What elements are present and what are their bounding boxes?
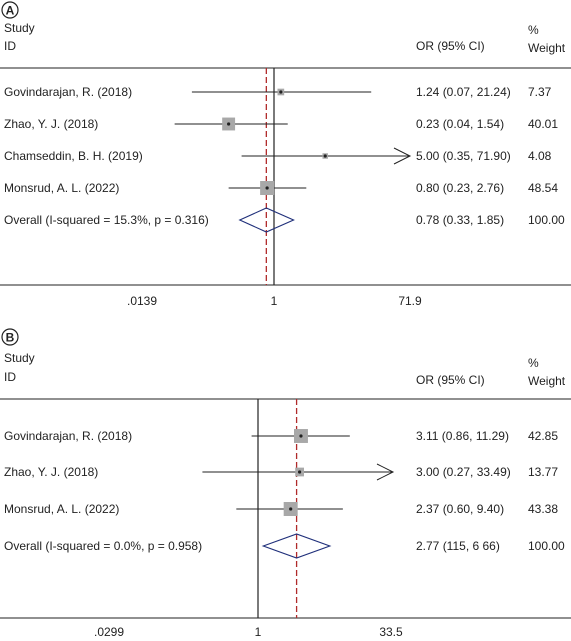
header-weight: Weight bbox=[528, 374, 566, 388]
overall-label: Overall (I-squared = 15.3%, p = 0.316) bbox=[4, 213, 209, 227]
x-tick-label: 1 bbox=[271, 294, 278, 308]
point-estimate bbox=[265, 186, 269, 190]
point-estimate bbox=[289, 507, 293, 511]
panel-label-circle bbox=[1, 328, 19, 346]
or-ci-value: 0.80 (0.23, 2.76) bbox=[416, 181, 504, 195]
x-tick-label: 1 bbox=[255, 625, 262, 639]
study-label: Monsrud, A. L. (2022) bbox=[4, 181, 119, 195]
or-ci-value: 5.00 (0.35, 71.90) bbox=[416, 149, 511, 163]
point-estimate bbox=[323, 154, 327, 158]
weight-value: 42.85 bbox=[528, 429, 558, 443]
overall-diamond bbox=[261, 533, 332, 559]
weight-value: 4.08 bbox=[528, 149, 552, 163]
ci-arrow bbox=[393, 147, 412, 165]
study-label: Zhao, Y. J. (2018) bbox=[4, 465, 98, 479]
point-estimate bbox=[279, 90, 283, 94]
or-ci-value: 2.37 (0.60, 9.40) bbox=[416, 502, 504, 516]
or-ci-value: 1.24 (0.07, 21.24) bbox=[416, 85, 511, 99]
header-weight: Weight bbox=[528, 41, 566, 55]
study-row: Zhao, Y. J. (2018) 0.23 (0.04, 1.54) 40.01 bbox=[4, 117, 558, 131]
forest-panel-a: A Study ID OR (95% CI)% Weight .0139 1 71.9 Govi… bbox=[0, 1, 571, 308]
point-estimate bbox=[298, 470, 302, 474]
weight-value: 40.01 bbox=[528, 117, 558, 131]
x-tick-label: 71.9 bbox=[398, 294, 422, 308]
header-or-ci: OR (95% CI) bbox=[416, 39, 485, 53]
header-id: ID bbox=[4, 370, 16, 384]
weight-value: 13.77 bbox=[528, 465, 558, 479]
study-row: Monsrud, A. L. (2022) 0.80 (0.23, 2.76) 48… bbox=[4, 181, 558, 195]
weight-value: 48.54 bbox=[528, 181, 558, 195]
study-row: Monsrud, A. L. (2022) 2.37 (0.60, 9.40) 43… bbox=[4, 502, 558, 516]
header-percent: % bbox=[528, 23, 539, 37]
header-id: ID bbox=[4, 39, 16, 53]
study-label: Govindarajan, R. (2018) bbox=[4, 85, 132, 99]
overall-or-ci-value: 2.77 (115, 6 66) bbox=[416, 539, 500, 553]
overall-weight-value: 100.00 bbox=[528, 539, 565, 553]
weight-value: 7.37 bbox=[528, 85, 552, 99]
or-ci-value: 3.00 (0.27, 33.49) bbox=[416, 465, 511, 479]
or-ci-value: 3.11 (0.86, 11.29) bbox=[416, 429, 509, 443]
point-estimate bbox=[299, 434, 303, 438]
overall-row: Overall (I-squared = 15.3%, p = 0.316) 0.… bbox=[4, 207, 565, 233]
overall-or-ci-value: 0.78 (0.33, 1.85) bbox=[416, 213, 504, 227]
x-tick-label: 33.5 bbox=[379, 625, 403, 639]
header-study: Study bbox=[4, 351, 35, 365]
ci-arrow bbox=[376, 463, 395, 481]
x-tick-label: .0139 bbox=[127, 294, 157, 308]
header-or-ci: OR (95% CI) bbox=[416, 373, 485, 387]
overall-row: Overall (I-squared = 0.0%, p = 0.958) 2.7… bbox=[4, 533, 565, 559]
study-row: Zhao, Y. J. (2018) 3.00 (0.27, 33.49) 13.7… bbox=[4, 463, 558, 481]
overall-diamond bbox=[238, 207, 295, 233]
header-percent: % bbox=[528, 356, 539, 370]
forest-panel-b: B Study ID OR (95% CI)% Weight .0299 1 33.5 Govi… bbox=[0, 328, 571, 639]
study-label: Govindarajan, R. (2018) bbox=[4, 429, 132, 443]
panel-label: A bbox=[6, 4, 15, 18]
study-row: Govindarajan, R. (2018) 3.11 (0.86, 11.29… bbox=[4, 429, 558, 443]
weight-value: 43.38 bbox=[528, 502, 558, 516]
study-label: Zhao, Y. J. (2018) bbox=[4, 117, 98, 131]
x-tick-label: .0299 bbox=[94, 625, 124, 639]
header-study: Study bbox=[4, 21, 35, 35]
study-label: Monsrud, A. L. (2022) bbox=[4, 502, 119, 516]
study-label: Chamseddin, B. H. (2019) bbox=[4, 149, 143, 163]
study-row: Govindarajan, R. (2018) 1.24 (0.07, 21.24… bbox=[4, 85, 552, 99]
or-ci-value: 0.23 (0.04, 1.54) bbox=[416, 117, 504, 131]
overall-weight-value: 100.00 bbox=[528, 213, 565, 227]
study-row: Chamseddin, B. H. (2019) 5.00 (0.35, 71.9… bbox=[4, 147, 552, 165]
panel-label: B bbox=[6, 331, 15, 345]
overall-label: Overall (I-squared = 0.0%, p = 0.958) bbox=[4, 539, 202, 553]
point-estimate bbox=[227, 122, 231, 126]
panel-label-circle bbox=[1, 1, 19, 19]
